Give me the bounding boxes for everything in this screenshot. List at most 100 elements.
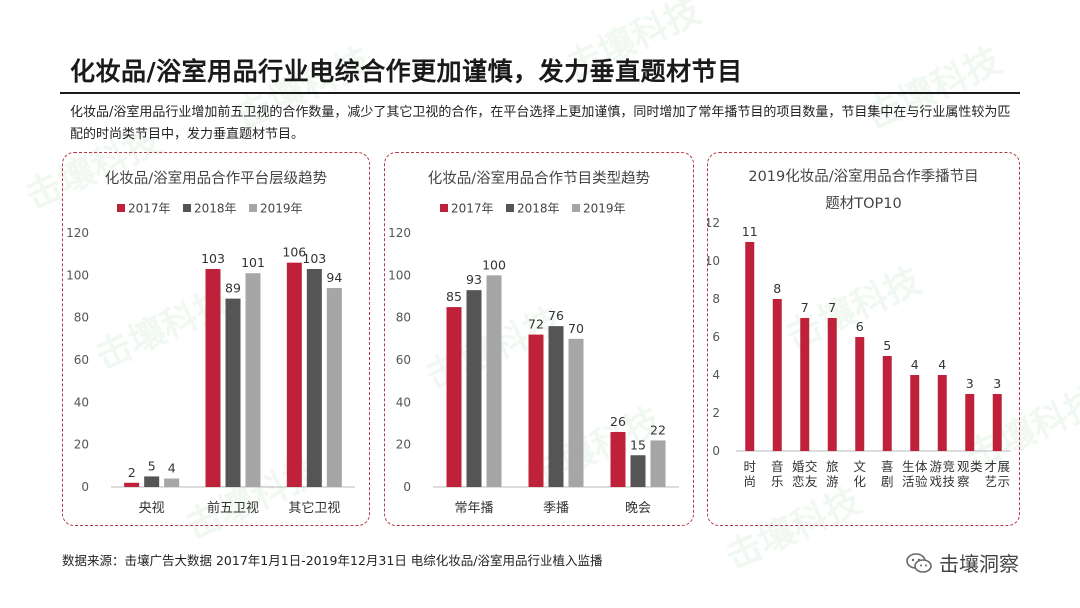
chart-panel-top10: 2019化妆品/浴室用品合作季播节目 题材TOP10 0 2 4 6 8 10 12 11 时尚 8 音… xyxy=(707,152,1020,526)
bar xyxy=(144,476,160,487)
data-label: 4 xyxy=(168,461,176,476)
data-label: 11 xyxy=(742,224,758,239)
data-label: 22 xyxy=(650,422,666,437)
bar xyxy=(745,242,755,451)
bar xyxy=(528,334,544,487)
y-tick-label: 60 xyxy=(396,353,411,367)
legend-swatch xyxy=(440,204,448,212)
data-label: 7 xyxy=(801,300,809,315)
bar xyxy=(910,375,920,451)
x-tick-label: 游戏竞技 xyxy=(929,459,955,489)
data-label: 101 xyxy=(241,255,265,270)
data-label: 70 xyxy=(568,321,584,336)
data-label: 4 xyxy=(938,357,946,372)
x-tick-label: 旅游 xyxy=(826,459,839,489)
y-tick-label: 80 xyxy=(74,311,89,325)
data-label: 103 xyxy=(302,251,326,266)
bar xyxy=(306,268,322,487)
bar xyxy=(855,337,865,451)
y-tick-label: 10 xyxy=(708,254,720,268)
y-tick-label: 40 xyxy=(74,395,89,409)
data-label: 6 xyxy=(856,319,864,334)
x-tick-label: 观察类 xyxy=(957,459,983,489)
y-tick-label: 8 xyxy=(712,292,720,306)
bar xyxy=(650,440,666,487)
bar xyxy=(486,275,502,487)
bar xyxy=(164,478,180,487)
bar xyxy=(548,326,564,487)
y-tick-label: 40 xyxy=(396,395,411,409)
x-tick-label: 央视 xyxy=(139,501,165,516)
x-tick-label: 晚会 xyxy=(625,501,651,516)
bar xyxy=(827,318,837,451)
wechat-icon xyxy=(906,552,932,573)
y-tick-label: 4 xyxy=(712,368,720,382)
legend-label: 2017年 xyxy=(451,202,494,216)
legend-swatch xyxy=(117,204,125,212)
x-tick-label: 婚恋交友 xyxy=(792,459,818,489)
x-tick-label: 喜剧 xyxy=(881,459,894,489)
data-label: 3 xyxy=(993,376,1001,391)
y-tick-label: 20 xyxy=(74,438,89,452)
x-tick-label: 前五卫视 xyxy=(207,500,259,516)
data-label: 72 xyxy=(528,317,544,332)
bar xyxy=(286,262,302,487)
data-label: 5 xyxy=(883,338,891,353)
bar xyxy=(446,307,462,487)
legend-swatch xyxy=(249,204,257,212)
bar xyxy=(630,455,646,487)
data-label: 2 xyxy=(128,465,136,480)
x-tick-label: 才艺展示 xyxy=(984,459,1010,489)
x-tick-label: 常年播 xyxy=(454,501,493,516)
legend-label: 2018年 xyxy=(194,202,237,216)
data-label: 100 xyxy=(482,257,506,272)
bar xyxy=(965,394,975,451)
bar xyxy=(466,290,482,487)
program-type-chart: 化妆品/浴室用品合作节目类型趋势 2017年 2018年 2019年 0 20 40 60 80… xyxy=(388,170,679,516)
y-tick-label: 100 xyxy=(66,268,89,282)
bar xyxy=(124,482,140,487)
legend-swatch xyxy=(506,204,514,212)
bar xyxy=(568,338,584,487)
brand-logo: 击壤洞察 xyxy=(905,548,1019,577)
bar xyxy=(772,299,782,451)
y-tick-label: 120 xyxy=(388,226,411,240)
chart-title: 2019化妆品/浴室用品合作季播节目 xyxy=(748,168,978,185)
y-tick-label: 0 xyxy=(81,480,89,494)
page-subtitle: 化妆品/浴室用品行业增加前五卫视的合作数量，减少了其它卫视的合作，在平台选择上更… xyxy=(70,105,1011,142)
page-title: 化妆品/浴室用品行业电综合作更加谨慎，发力垂直题材节目 xyxy=(70,57,743,86)
data-label: 3 xyxy=(966,376,974,391)
legend-label: 2019年 xyxy=(260,202,303,216)
bar xyxy=(992,394,1002,451)
data-label: 8 xyxy=(773,281,781,296)
data-label: 5 xyxy=(148,458,156,473)
title-divider xyxy=(60,92,1020,94)
legend-swatch xyxy=(572,204,580,212)
y-tick-label: 0 xyxy=(712,444,720,458)
legend-label: 2017年 xyxy=(128,202,171,216)
bar xyxy=(800,318,810,451)
legend-swatch xyxy=(183,204,191,212)
data-label: 85 xyxy=(446,289,462,304)
bar xyxy=(245,273,261,487)
legend-label: 2019年 xyxy=(583,202,626,216)
y-tick-label: 12 xyxy=(708,216,720,230)
data-label: 76 xyxy=(548,308,564,323)
chart-title-line2: 题材TOP10 xyxy=(825,195,901,212)
data-label: 103 xyxy=(201,251,225,266)
bar xyxy=(326,288,342,487)
x-tick-label: 季播 xyxy=(543,501,569,516)
x-tick-label: 文化 xyxy=(853,459,866,489)
y-tick-label: 100 xyxy=(388,268,411,282)
bar xyxy=(937,375,947,451)
bar xyxy=(205,268,221,487)
y-tick-label: 120 xyxy=(66,226,89,240)
data-label: 7 xyxy=(828,300,836,315)
y-tick-label: 2 xyxy=(712,406,720,420)
y-tick-label: 6 xyxy=(712,330,720,344)
bar xyxy=(610,431,626,487)
chart-panel-program-type: 化妆品/浴室用品合作节目类型趋势 2017年 2018年 2019年 0 20 40 60 80… xyxy=(384,152,694,526)
data-label: 93 xyxy=(466,272,482,287)
chart-title: 化妆品/浴室用品合作平台层级趋势 xyxy=(105,170,327,187)
